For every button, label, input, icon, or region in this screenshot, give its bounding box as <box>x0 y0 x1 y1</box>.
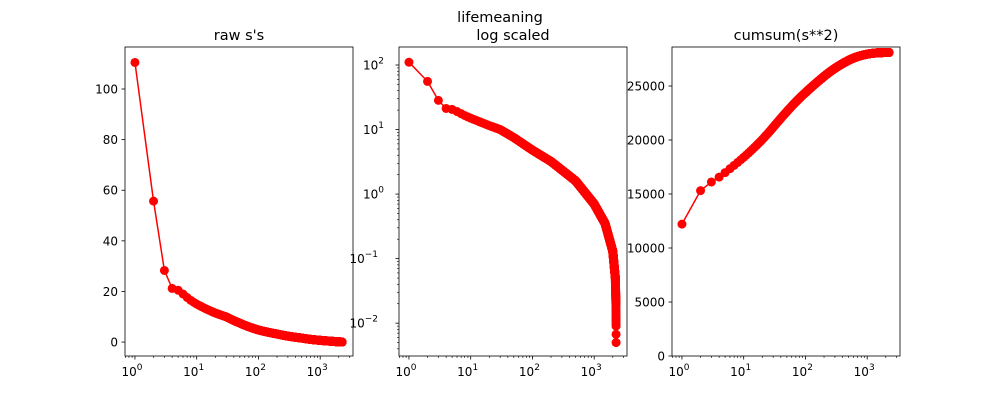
data-point <box>433 95 443 105</box>
y-tick-label: 101 <box>363 121 384 137</box>
y-tick-label: 60 <box>103 184 118 198</box>
series-line <box>681 51 890 225</box>
x-tick-exponent: 0 <box>137 363 143 373</box>
series-markers <box>404 57 621 348</box>
y-tick-exponent: 0 <box>378 186 384 196</box>
series-markers <box>130 57 347 347</box>
x-tick-exponent: 3 <box>596 363 602 373</box>
x-tick-exponent: 3 <box>322 363 328 373</box>
axes-title: raw s's <box>214 28 264 44</box>
y-tick-label: 40 <box>103 234 118 248</box>
data-point <box>159 265 169 275</box>
x-tick-exponent: 2 <box>260 363 266 373</box>
y-tick-exponent: −2 <box>365 315 378 325</box>
x-tick-label: 100 <box>395 363 416 379</box>
series-markers <box>677 48 894 229</box>
y-tick-label: 0 <box>110 336 118 350</box>
data-point <box>611 321 621 331</box>
axes-3: cumsum(s**2)100 101 102 1030500010000150002… <box>627 28 901 379</box>
x-tick-exponent: 1 <box>472 363 478 373</box>
y-tick-label: 10−1 <box>349 250 378 266</box>
axes-frame <box>124 46 354 357</box>
data-point <box>404 57 414 67</box>
x-tick-exponent: 1 <box>198 363 204 373</box>
data-point <box>130 57 140 67</box>
x-tick-label: 102 <box>245 363 266 379</box>
data-point <box>696 186 706 196</box>
y-tick-label: 100 <box>95 83 118 97</box>
data-point <box>423 76 433 86</box>
y-tick-exponent: 1 <box>378 121 384 131</box>
x-tick-label: 101 <box>457 363 478 379</box>
x-tick-exponent: 0 <box>411 363 417 373</box>
y-tick-label: 100 <box>363 186 384 202</box>
x-tick-label: 103 <box>307 363 328 379</box>
y-tick-exponent: −1 <box>365 250 378 260</box>
y-tick-label: 20 <box>103 285 118 299</box>
axes-title: log scaled <box>476 28 549 44</box>
data-point <box>149 196 159 206</box>
x-tick-label: 100 <box>121 363 142 379</box>
y-tick-label: 80 <box>103 133 118 147</box>
y-tick-label: 10−2 <box>349 315 378 331</box>
y-tick-label: 102 <box>363 56 384 72</box>
x-tick-exponent: 2 <box>534 363 540 373</box>
x-tick-label: 101 <box>183 363 204 379</box>
x-tick-label: 102 <box>519 363 540 379</box>
x-tick-label: 103 <box>581 363 602 379</box>
axes-title: cumsum(s**2) <box>734 28 839 44</box>
data-point <box>677 219 687 229</box>
y-tick-exponent: 2 <box>378 56 384 66</box>
data-point <box>611 338 621 348</box>
figure-suptitle: lifemeaning <box>457 10 543 26</box>
data-point <box>611 329 621 339</box>
series-line <box>134 62 343 343</box>
data-point <box>337 337 347 347</box>
data-point <box>706 177 716 187</box>
